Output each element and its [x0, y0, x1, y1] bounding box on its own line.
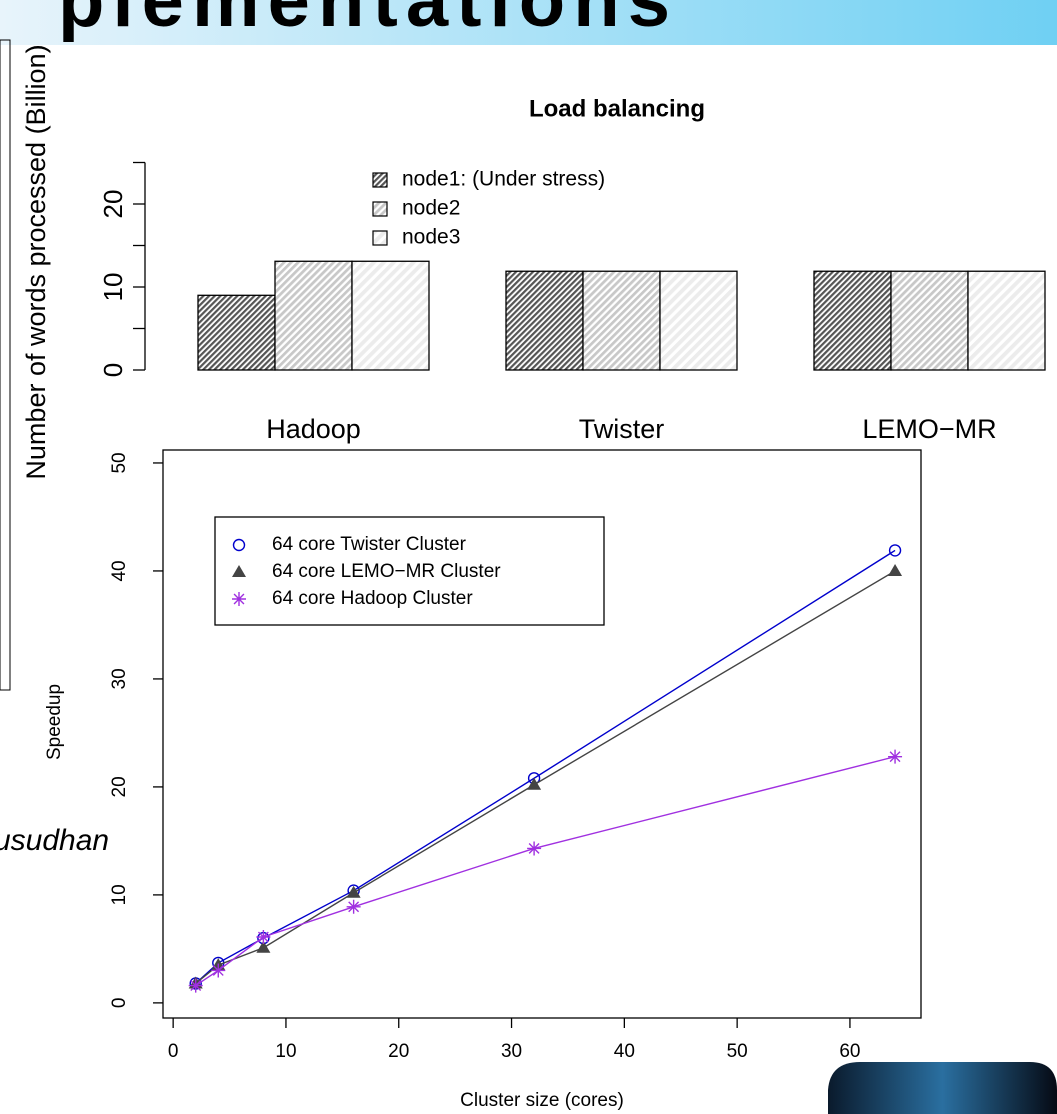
bar	[813, 270, 892, 371]
legend-swatch	[372, 172, 388, 188]
chart-title: Load balancing	[529, 95, 705, 122]
marker	[346, 885, 361, 898]
bar	[274, 260, 353, 371]
marker	[232, 538, 246, 552]
legend-label: 64 core Hadoop Cluster	[272, 588, 473, 609]
y-tick-label: 0	[109, 998, 130, 1009]
marker	[256, 930, 271, 945]
legend-label: 64 core LEMO−MR Cluster	[272, 561, 501, 582]
marker	[527, 777, 542, 790]
y-tick-label: 10	[98, 273, 128, 302]
legend-label: node3	[402, 226, 460, 249]
x-tick-label: 60	[839, 1041, 860, 1062]
bar	[505, 270, 584, 371]
y-tick-label: 40	[109, 560, 130, 581]
marker	[888, 544, 902, 557]
legend-swatch	[372, 230, 388, 246]
corner-image	[828, 1062, 1057, 1114]
x-tick-label: 0	[168, 1041, 179, 1062]
marker	[888, 749, 903, 764]
bar	[659, 270, 738, 371]
y-tick-label: 20	[98, 190, 128, 219]
slide-title: plementations	[58, 0, 670, 43]
marker	[527, 841, 542, 856]
series-line	[195, 755, 896, 987]
bar	[582, 270, 661, 371]
marker	[346, 899, 361, 914]
legend-swatch	[372, 201, 388, 217]
x-tick-label: Twister	[579, 414, 665, 444]
x-tick-label: 30	[501, 1041, 522, 1062]
author: usudhan	[0, 824, 109, 857]
bar	[967, 270, 1046, 371]
x-tick-label: LEMO−MR	[862, 414, 996, 444]
marker	[256, 940, 271, 953]
bar	[890, 270, 969, 371]
marker	[232, 592, 246, 606]
y-tick-label: 0	[98, 363, 128, 377]
y-axis-label: Speedup	[44, 684, 65, 760]
y-tick-label: 10	[109, 884, 130, 905]
marker	[188, 978, 203, 993]
frame-edge	[0, 39, 11, 691]
title-banner	[0, 0, 1057, 45]
legend-label: node2	[402, 197, 460, 220]
marker	[232, 565, 246, 577]
marker	[211, 963, 226, 978]
plot-frame	[162, 449, 922, 1019]
legend-label: 64 core Twister Cluster	[272, 534, 467, 555]
bar	[351, 260, 430, 371]
legend-box	[214, 516, 605, 626]
x-tick-label: 20	[388, 1041, 409, 1062]
y-axis-label: Number of words processed (Billion)	[21, 44, 51, 479]
y-tick-label: 30	[109, 668, 130, 689]
x-tick-label: 50	[727, 1041, 748, 1062]
x-tick-label: 10	[275, 1041, 296, 1062]
y-tick-label: 50	[109, 452, 130, 473]
marker	[888, 563, 903, 576]
legend-label: node1: (Under stress)	[402, 168, 605, 191]
bar	[197, 294, 276, 371]
y-tick-label: 20	[109, 776, 130, 797]
x-tick-label: 40	[614, 1041, 635, 1062]
charts: Load balancing Number of words processed …	[21, 44, 1046, 1111]
series-line	[195, 570, 896, 984]
x-tick-label: Hadoop	[266, 414, 361, 444]
x-axis-label: Cluster size (cores)	[460, 1090, 624, 1111]
